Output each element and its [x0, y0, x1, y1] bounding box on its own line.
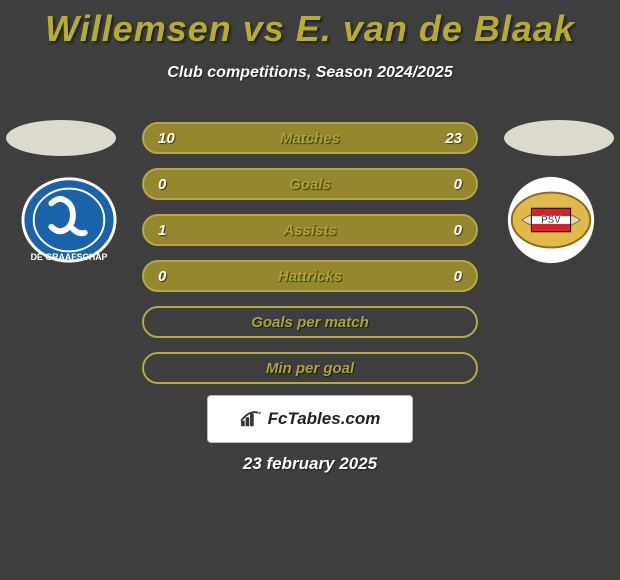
stat-label: Matches	[280, 130, 340, 147]
footer-date: 23 february 2025	[0, 454, 620, 474]
stat-label: Min per goal	[266, 360, 354, 377]
stat-bars: 10 Matches 23 0 Goals 0 1 Assists 0 0 Ha…	[142, 122, 478, 384]
stat-value-right: 23	[445, 130, 462, 147]
stat-value-left: 0	[158, 268, 166, 285]
stat-value-left: 10	[158, 130, 175, 147]
de-graafschap-crest-icon: DE GRAAFSCHAP	[20, 175, 118, 265]
stat-label: Goals	[289, 176, 331, 193]
stat-value-right: 0	[454, 222, 462, 239]
stat-bar-matches: 10 Matches 23	[142, 122, 478, 154]
stat-label: Hattricks	[278, 268, 342, 285]
player-left-avatar-placeholder	[6, 120, 116, 156]
brand-footer[interactable]: FcTables.com	[207, 395, 413, 443]
stat-value-left: 0	[158, 176, 166, 193]
team-right-badge: PSV	[502, 175, 600, 265]
svg-text:DE GRAAFSCHAP: DE GRAAFSCHAP	[31, 252, 108, 262]
svg-text:PSV: PSV	[541, 215, 561, 226]
stat-bar-hattricks: 0 Hattricks 0	[142, 260, 478, 292]
stat-value-right: 0	[454, 268, 462, 285]
stat-bar-assists: 1 Assists 0	[142, 214, 478, 246]
stat-label: Goals per match	[251, 314, 369, 331]
psv-crest-icon: PSV	[502, 175, 600, 265]
comparison-title: Willemsen vs E. van de Blaak	[0, 0, 620, 50]
team-left-badge: DE GRAAFSCHAP	[20, 175, 118, 265]
stat-bar-goals: 0 Goals 0	[142, 168, 478, 200]
stat-label: Assists	[283, 222, 336, 239]
comparison-subtitle: Club competitions, Season 2024/2025	[0, 64, 620, 82]
stat-value-left: 1	[158, 222, 166, 239]
player-right-avatar-placeholder	[504, 120, 614, 156]
fctables-logo-icon	[240, 410, 262, 428]
stat-bar-min-per-goal: Min per goal	[142, 352, 478, 384]
brand-label: FcTables.com	[268, 409, 381, 429]
stat-value-right: 0	[454, 176, 462, 193]
stat-bar-goals-per-match: Goals per match	[142, 306, 478, 338]
comparison-card: Willemsen vs E. van de Blaak Club compet…	[0, 0, 620, 580]
